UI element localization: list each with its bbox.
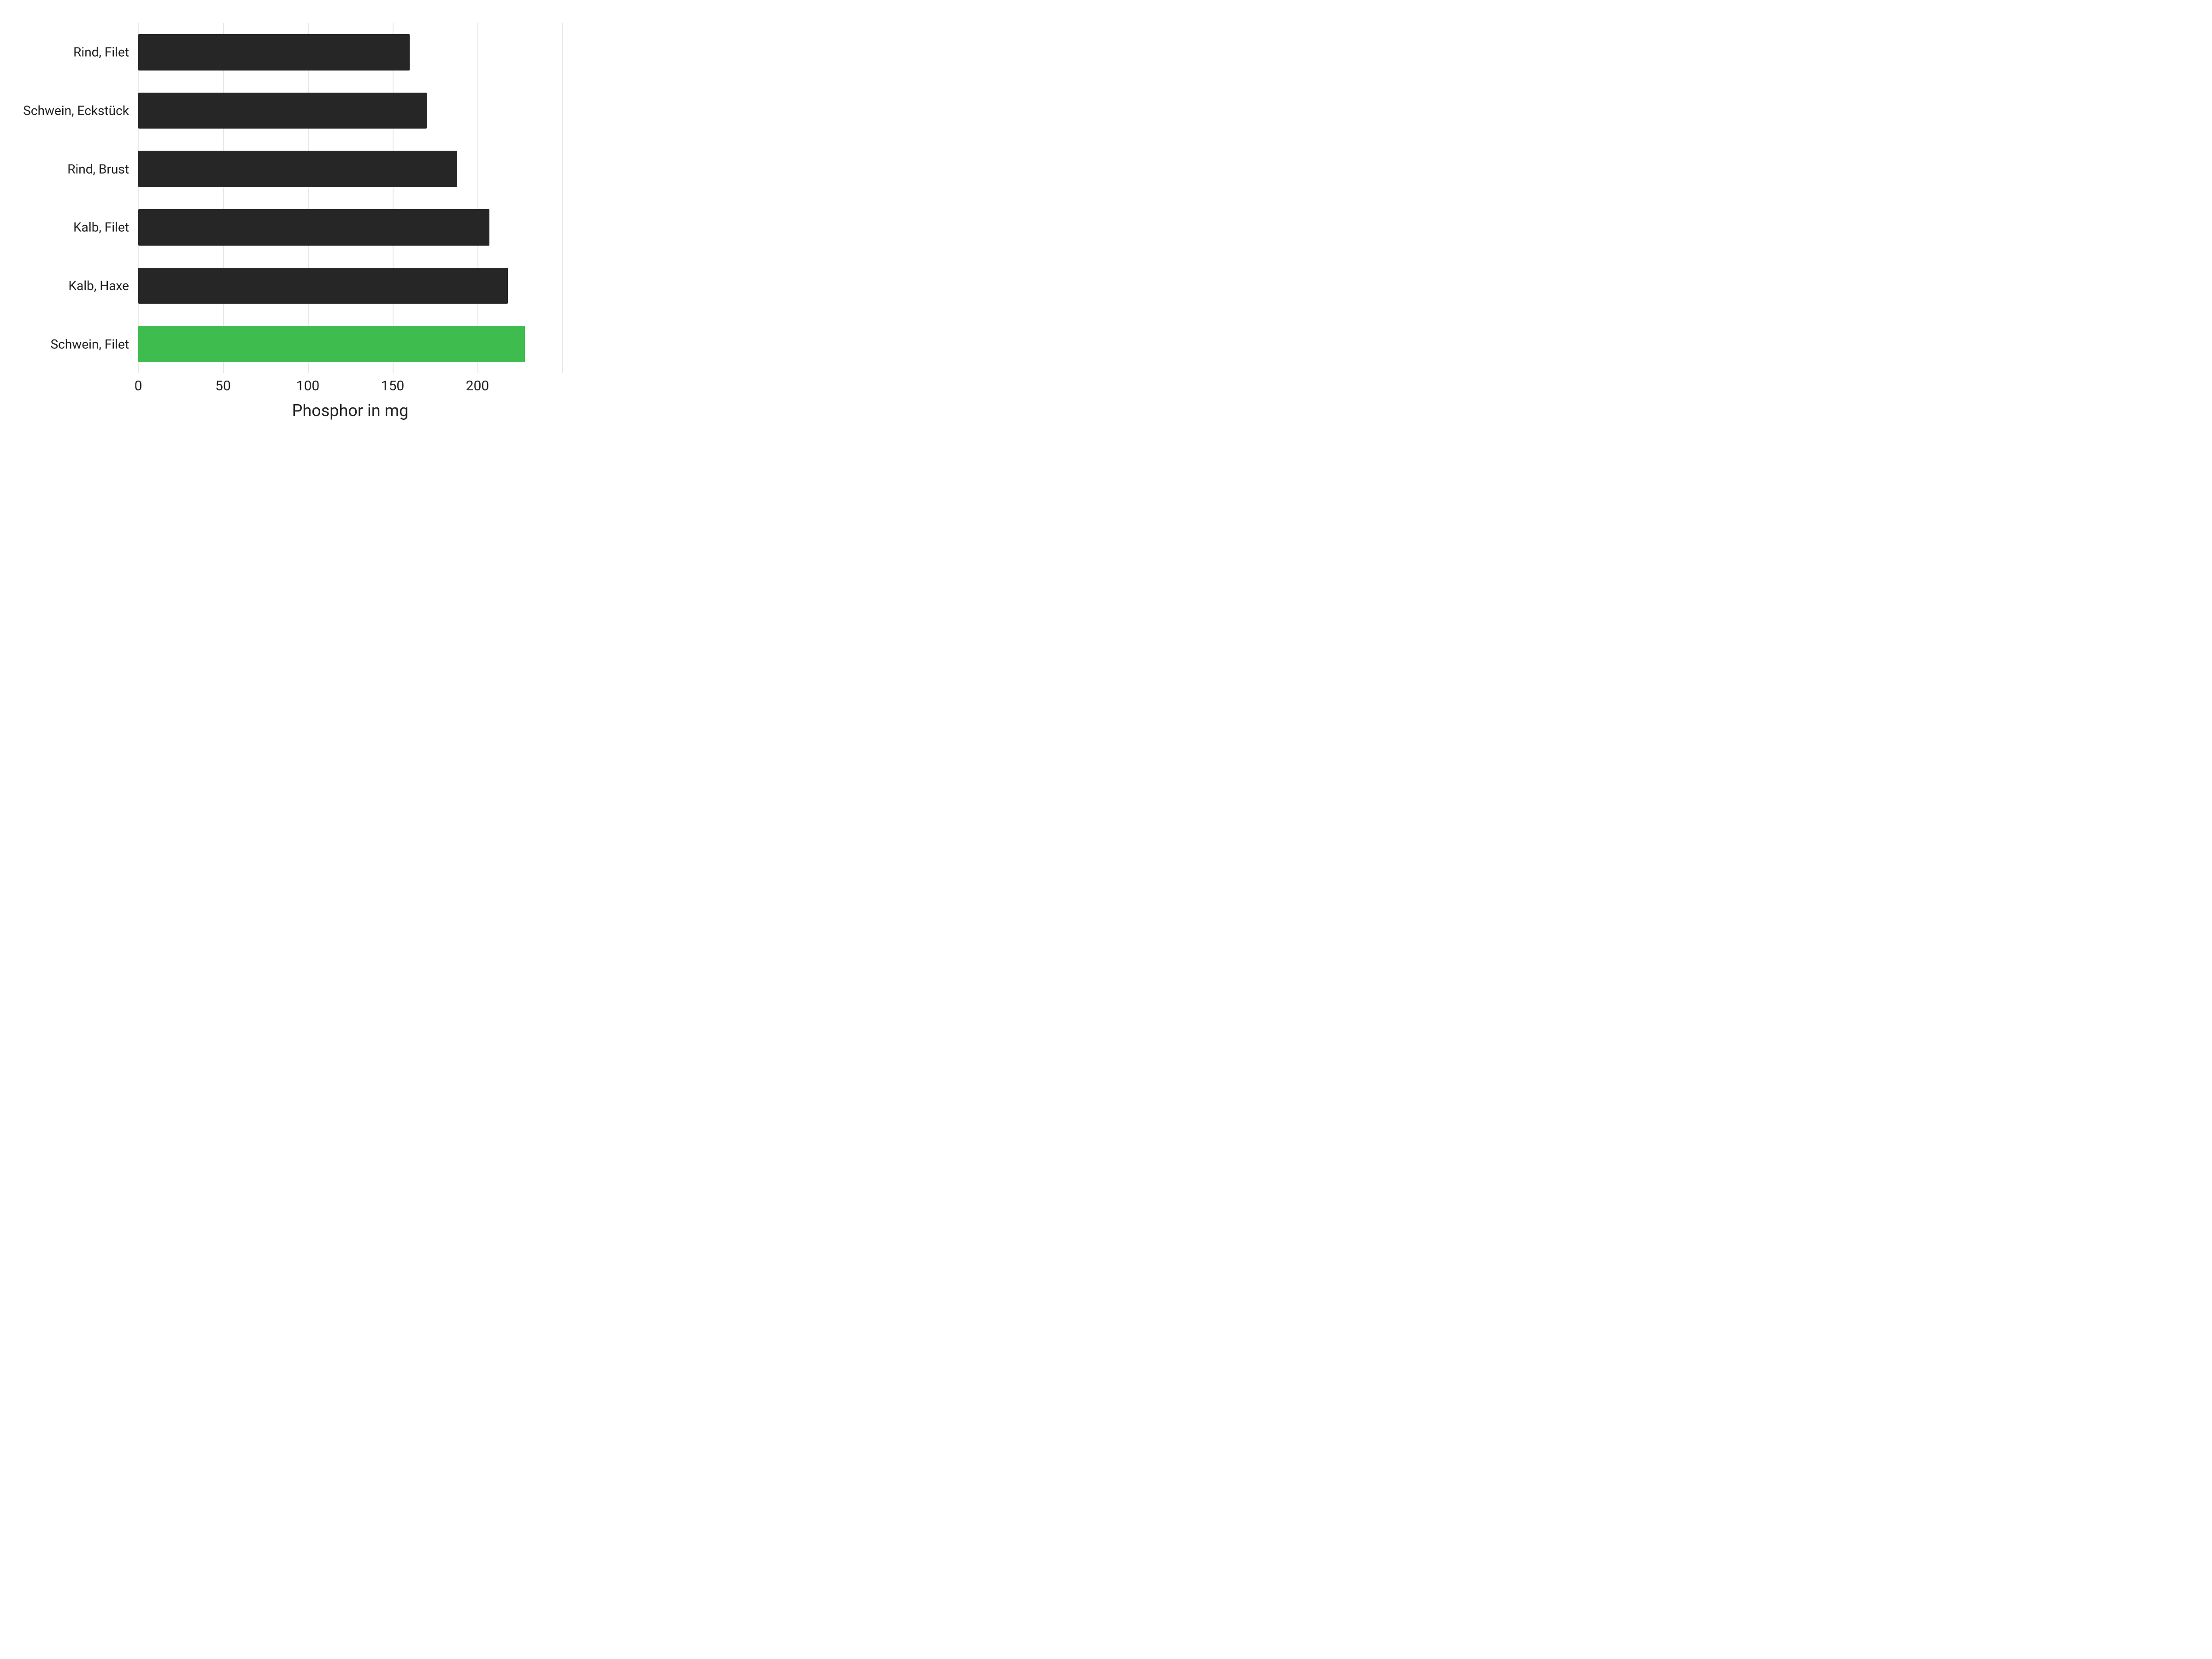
bar-row [138, 140, 562, 198]
bar [138, 268, 508, 304]
bar [138, 34, 410, 71]
bar-row [138, 198, 562, 257]
x-axis-tick: 50 [215, 378, 231, 394]
y-axis-label: Schwein, Filet [0, 336, 129, 352]
bar [138, 326, 525, 362]
bar-row [138, 82, 562, 140]
y-axis-label: Kalb, Haxe [0, 278, 129, 294]
plot-area [138, 23, 562, 373]
bar-row [138, 23, 562, 82]
x-axis-tick: 150 [381, 378, 405, 394]
x-axis-tick: 200 [466, 378, 489, 394]
bar [138, 209, 489, 246]
x-axis-title: Phosphor in mg [138, 401, 562, 420]
y-axis-label: Kalb, Filet [0, 220, 129, 235]
y-axis-label: Schwein, Eckstück [0, 103, 129, 118]
y-axis-label: Rind, Filet [0, 45, 129, 60]
x-axis: 0 50 100 150 200 [138, 378, 562, 396]
grid-line [562, 23, 563, 373]
bar [138, 151, 457, 187]
bar [138, 93, 427, 129]
x-axis-tick: 100 [296, 378, 320, 394]
bar-row [138, 257, 562, 315]
y-axis-labels: Rind, Filet Schwein, Eckstück Rind, Brust K… [0, 23, 129, 373]
chart-container: Rind, Filet Schwein, Eckstück Rind, Brust K… [0, 0, 590, 442]
bar-row [138, 315, 562, 373]
y-axis-label: Rind, Brust [0, 161, 129, 176]
x-axis-tick: 0 [135, 378, 142, 394]
